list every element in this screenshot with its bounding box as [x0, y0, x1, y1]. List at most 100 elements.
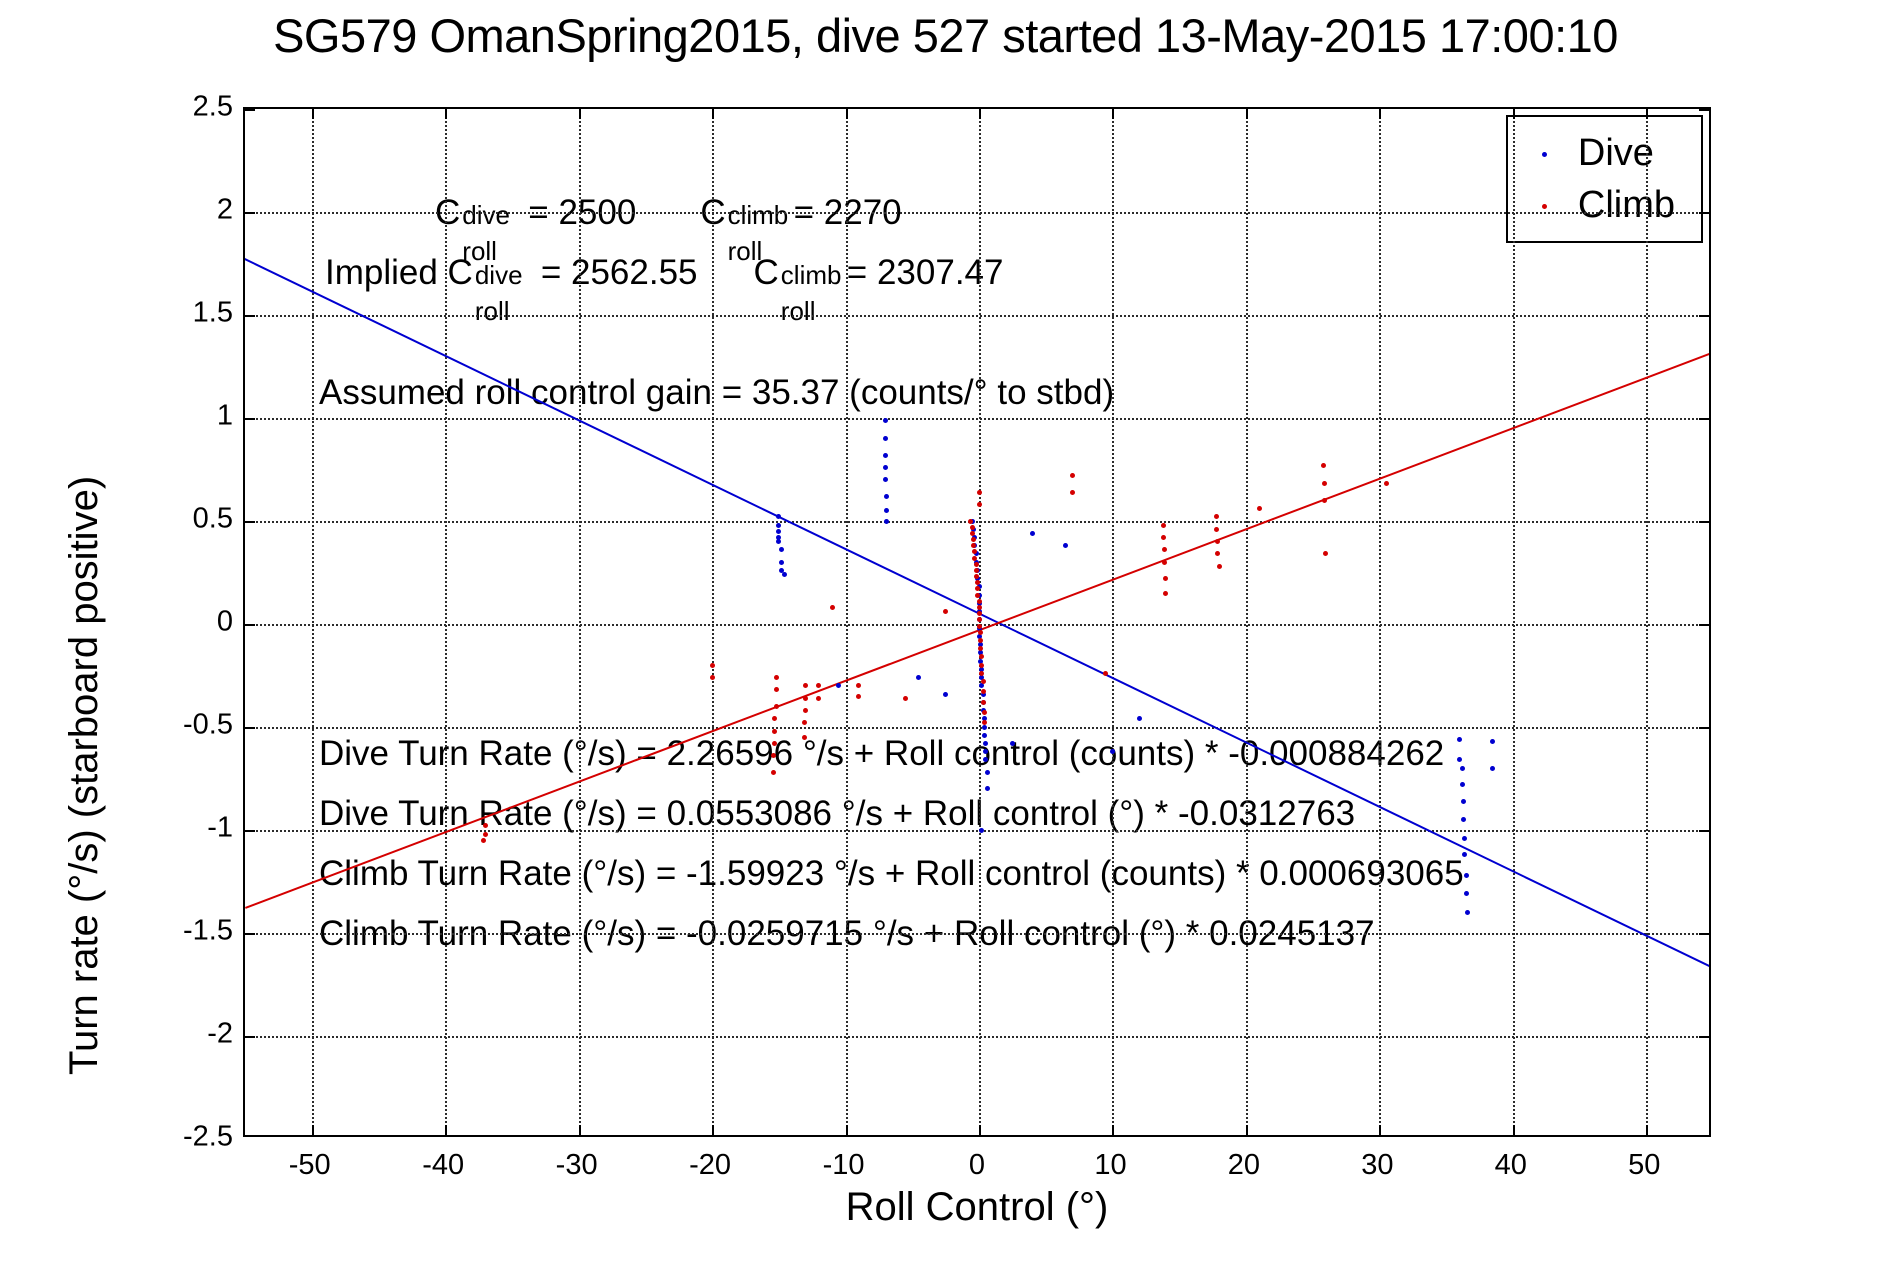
data-point-dive	[976, 633, 982, 639]
data-point-climb	[1160, 534, 1166, 540]
y-gridline	[245, 418, 1709, 420]
x-tick	[311, 109, 314, 119]
data-point-dive	[1029, 530, 1035, 536]
data-point-climb	[973, 561, 979, 567]
legend-label-climb: Climb	[1577, 183, 1675, 226]
data-point-climb	[981, 720, 987, 726]
y-tick-label: 2.5	[192, 90, 233, 123]
data-point-climb	[979, 662, 985, 668]
x-tick	[1646, 1125, 1649, 1135]
data-point-climb	[481, 837, 487, 843]
data-point-dive	[977, 658, 983, 664]
data-point-dive	[984, 786, 990, 792]
data-point-climb	[973, 567, 979, 573]
data-point-dive	[1136, 716, 1142, 722]
data-point-climb	[803, 683, 808, 689]
data-point-climb	[976, 605, 982, 611]
data-point-dive	[983, 749, 989, 755]
y-tick	[245, 521, 255, 523]
x-tick-label: -20	[689, 1149, 732, 1181]
x-tick	[445, 109, 448, 119]
x-tick	[1512, 1125, 1515, 1135]
data-point-dive	[977, 642, 983, 648]
data-point-dive	[983, 757, 989, 763]
data-point-climb	[977, 637, 983, 643]
x-tick	[712, 1125, 715, 1135]
y-gridline	[245, 830, 1709, 832]
data-point-climb	[1216, 563, 1222, 569]
legend: Dive Climb	[1505, 115, 1703, 243]
x-tick-label: 20	[1227, 1149, 1261, 1181]
data-point-climb	[1320, 462, 1326, 468]
data-point-dive	[778, 559, 784, 565]
data-point-climb	[972, 555, 978, 561]
data-point-climb	[972, 549, 978, 555]
data-point-dive	[884, 493, 890, 499]
annotation-gain: Assumed roll control gain = 35.37 (count…	[319, 373, 1115, 412]
data-point-dive	[1456, 736, 1462, 742]
data-point-dive	[973, 551, 979, 557]
data-point-climb	[1215, 551, 1221, 557]
y-tick-label: 0	[216, 605, 233, 638]
y-tick	[1699, 418, 1709, 420]
y-axis-title: Turn rate (°/s) (starboard positive)	[62, 475, 106, 1075]
y-tick-label: -0.5	[183, 708, 233, 741]
x-gridline	[1646, 109, 1649, 1135]
data-point-dive	[979, 675, 985, 681]
data-point-climb	[968, 518, 974, 524]
y-tick-label: -2	[207, 1017, 233, 1050]
data-point-dive	[980, 691, 986, 697]
x-tick	[1646, 109, 1649, 119]
legend-item-climb[interactable]: Climb	[1522, 179, 1675, 231]
y-tick	[245, 315, 255, 317]
data-point-dive	[981, 716, 987, 722]
data-point-dive	[1464, 909, 1470, 915]
data-point-climb	[770, 769, 776, 775]
x-tick-label: 0	[968, 1149, 986, 1181]
legend-label-dive: Dive	[1577, 131, 1654, 174]
data-point-climb	[772, 740, 778, 746]
data-point-climb	[770, 753, 776, 759]
y-tick	[245, 933, 255, 935]
data-point-dive	[1459, 782, 1465, 788]
data-point-dive	[1463, 872, 1469, 878]
data-point-dive	[883, 452, 889, 458]
x-tick	[1512, 109, 1515, 119]
data-point-dive	[1456, 757, 1462, 763]
data-point-climb	[1103, 670, 1109, 676]
data-point-climb	[772, 728, 778, 734]
y-tick	[245, 1036, 255, 1038]
data-point-climb	[773, 703, 779, 709]
x-tick-label: 50	[1628, 1149, 1661, 1181]
x-gridline	[1512, 109, 1515, 1135]
data-point-climb	[980, 689, 986, 695]
x-tick	[1245, 109, 1248, 119]
data-point-climb	[773, 675, 779, 681]
y-gridline	[245, 1036, 1709, 1038]
data-point-dive	[1463, 891, 1469, 897]
data-point-climb	[1069, 489, 1075, 495]
data-point-dive	[781, 572, 787, 578]
data-point-dive	[1459, 765, 1465, 771]
data-point-climb	[1383, 481, 1389, 487]
legend-item-dive[interactable]: Dive	[1522, 127, 1675, 179]
x-tick	[845, 1125, 848, 1135]
y-tick-label: 1	[216, 399, 233, 432]
data-point-climb	[976, 623, 982, 629]
data-point-dive	[1462, 852, 1468, 858]
data-point-dive	[776, 539, 782, 545]
data-point-dive	[1462, 835, 1468, 841]
data-point-climb	[976, 502, 982, 508]
data-point-dive	[1109, 749, 1115, 755]
x-tick	[1112, 1125, 1115, 1135]
data-point-climb	[980, 699, 986, 705]
data-point-climb	[971, 543, 977, 549]
x-gridline	[1112, 109, 1115, 1135]
implied-dive-value: = 2562.55	[540, 253, 698, 292]
data-point-climb	[856, 683, 862, 689]
data-point-climb	[903, 695, 909, 701]
data-point-dive	[776, 514, 782, 520]
